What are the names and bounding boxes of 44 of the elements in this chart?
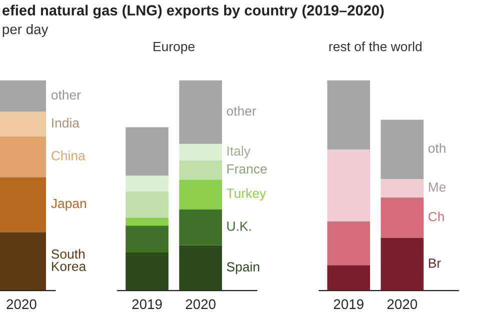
series-label: Me [428,182,446,192]
series-label: India [52,118,80,128]
bar [179,245,222,291]
bar [179,180,222,210]
bar [126,252,168,291]
series-label: U.K. [227,222,251,231]
bar [126,191,168,218]
bar [380,197,424,238]
chart-title: rest of the world [329,42,422,52]
bar [126,127,168,176]
series-label: Japan [51,198,86,211]
series-label: China [52,150,86,160]
bar [179,144,222,160]
series-label: Ch [428,212,444,222]
bar [327,80,370,150]
series-label: Br [428,258,441,268]
bar [179,80,222,144]
series-label: oth [428,143,446,153]
x-tick-label: 2020 [186,299,216,310]
bar [179,209,222,246]
bar [126,176,168,192]
bar [327,150,370,222]
x-tick-label: 2019 [334,299,364,310]
series-label: Spain [226,262,260,274]
chart-subtitle: per day [2,24,48,37]
x-tick-label: 2019 [132,299,162,310]
bar [126,218,168,226]
bar [179,160,222,180]
x-tick-label: 2020 [387,299,418,310]
bar [327,265,370,291]
bar [380,120,424,179]
x-tick-label: 2020 [6,299,36,310]
bar [327,221,370,266]
series-label: other [226,106,256,116]
chart-title: Europe [154,42,195,54]
bar [380,178,424,198]
bar [126,226,168,253]
series-label: Italy [228,146,250,158]
text: efied natural gas (LNG) exports by country (2019–2020) [2,4,384,18]
bar [380,238,424,291]
series-label: France [227,164,267,174]
series-label: other [51,90,81,100]
series-label: Turkey [226,188,266,201]
series-label: South Korea [52,249,86,272]
